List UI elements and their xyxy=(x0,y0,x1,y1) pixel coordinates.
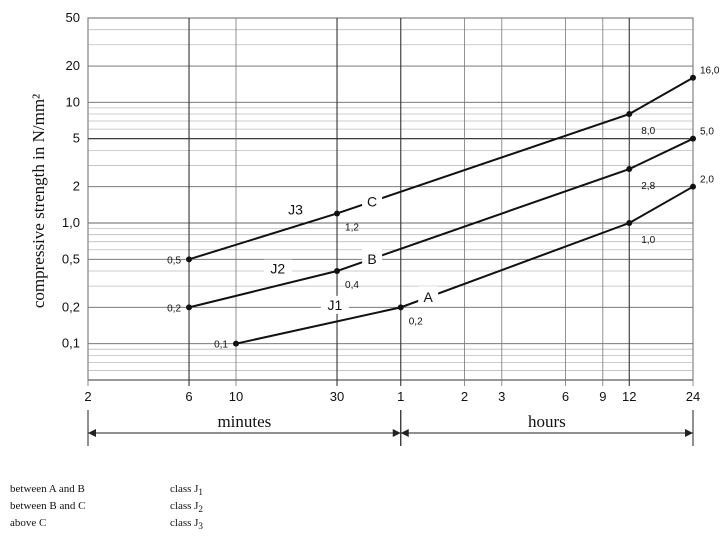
curve-label: B xyxy=(367,251,376,267)
point-label: 0,4 xyxy=(345,280,359,291)
y-tick-label: 1,0 xyxy=(62,215,80,230)
series-lines xyxy=(186,74,696,347)
curve-label: C xyxy=(367,194,377,210)
legend-class: class J1 xyxy=(170,483,203,498)
data-point xyxy=(186,304,193,311)
series-name-bg xyxy=(320,295,349,314)
span-label: minutes xyxy=(217,412,271,431)
series-name: J2 xyxy=(270,261,285,277)
curve-label-bg xyxy=(362,247,383,268)
curve-label-bg xyxy=(362,190,383,211)
legend-range: between B and C xyxy=(10,500,86,512)
x-tick-label: 9 xyxy=(599,389,606,404)
point-label: 16,0 xyxy=(700,66,720,77)
legend-class: class J3 xyxy=(170,517,203,532)
y-tick-label: 0,1 xyxy=(62,336,80,351)
legend-range: between A and B xyxy=(10,483,85,495)
span-arrowhead xyxy=(400,429,409,437)
y-tick-label: 2 xyxy=(73,179,80,194)
class-legend: between A and B class J1 between B and C… xyxy=(10,481,310,532)
point-label: 1,0 xyxy=(641,235,655,246)
point-label: 2,8 xyxy=(641,181,655,192)
y-axis-title: compressive strength in N/mm² xyxy=(29,94,48,308)
legend-range: above C xyxy=(10,517,47,529)
span-label: hours xyxy=(528,412,566,431)
x-tick-label: 3 xyxy=(498,389,505,404)
curve-label: A xyxy=(424,289,434,305)
y-tick-label: 50 xyxy=(66,10,80,25)
plot-frame xyxy=(87,17,694,381)
grid xyxy=(87,17,694,386)
series-name-bg xyxy=(263,259,292,278)
series-line xyxy=(235,185,694,345)
y-tick-label: 5 xyxy=(73,131,80,146)
point-label: 2,0 xyxy=(700,175,714,186)
data-point xyxy=(690,135,696,142)
data-point xyxy=(626,166,633,173)
series-line xyxy=(188,137,694,309)
data-point xyxy=(690,74,696,81)
x-tick-label: 2 xyxy=(461,389,468,404)
data-point xyxy=(334,210,341,217)
x-tick-label: 6 xyxy=(185,389,192,404)
point-label: 0,2 xyxy=(409,316,423,327)
x-tick-label: 1 xyxy=(397,389,404,404)
point-label: 8,0 xyxy=(641,126,655,137)
point-label: 0,5 xyxy=(167,255,181,266)
point-label: 1,2 xyxy=(345,222,359,233)
y-tick-label: 0,5 xyxy=(62,251,80,266)
y-tick-label: 0,2 xyxy=(62,299,80,314)
legend-class: class J2 xyxy=(170,500,203,515)
y-tick-label: 10 xyxy=(66,94,80,109)
data-point xyxy=(626,220,633,227)
series-name: J3 xyxy=(288,201,303,217)
point-label: 5,0 xyxy=(700,127,714,138)
x-tick-label: 6 xyxy=(562,389,569,404)
span-arrowhead xyxy=(88,429,96,437)
y-tick-label: 20 xyxy=(66,58,80,73)
data-point xyxy=(397,304,404,311)
x-tick-label: 30 xyxy=(330,389,344,404)
series-name: J1 xyxy=(327,297,342,313)
x-tick-label: 2 xyxy=(84,389,91,404)
data-point xyxy=(626,111,633,118)
span-arrowhead xyxy=(685,429,693,437)
point-label: 0,1 xyxy=(214,340,228,351)
x-tick-label: 12 xyxy=(622,389,636,404)
curve-label-bg xyxy=(418,286,439,307)
x-tick-label: 10 xyxy=(229,389,243,404)
series-name-bg xyxy=(281,200,310,219)
legend-row: between A and B class J1 xyxy=(10,481,310,498)
data-point xyxy=(690,183,696,190)
data-point xyxy=(232,340,239,347)
span-arrowhead xyxy=(392,429,401,437)
legend-row: between B and C class J2 xyxy=(10,498,310,515)
series-line xyxy=(188,76,694,261)
point-label: 0,2 xyxy=(167,303,181,314)
data-point xyxy=(334,268,341,275)
legend-row: above C class J3 xyxy=(10,515,310,532)
x-tick-label: 24 xyxy=(686,389,700,404)
data-point xyxy=(186,256,193,263)
